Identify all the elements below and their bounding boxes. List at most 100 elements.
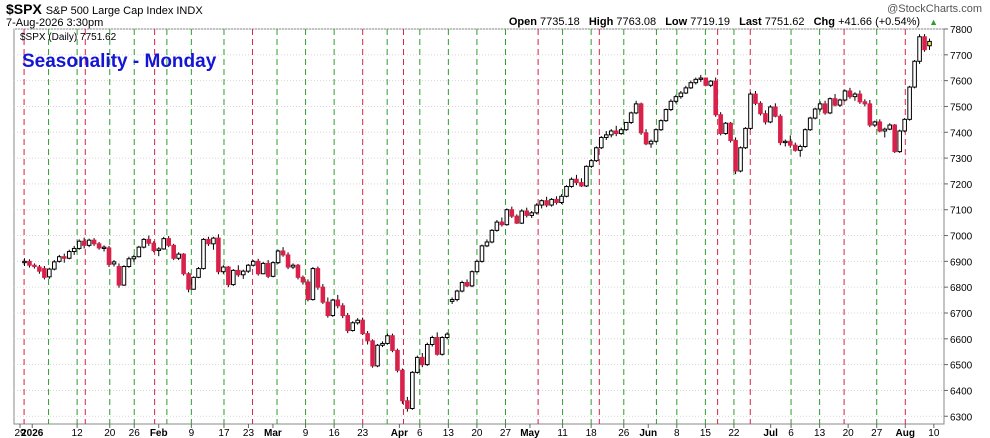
candle: [405, 396, 410, 412]
candle-body: [424, 343, 430, 366]
candle-body: [763, 113, 768, 123]
candle-body: [126, 258, 132, 268]
x-tick-label: 17: [218, 428, 230, 438]
candle-body: [91, 239, 97, 245]
candle-body: [370, 340, 375, 367]
candle-body: [897, 130, 902, 153]
y-tick-label: 7600: [950, 77, 973, 88]
y-tick-label: 7000: [950, 232, 973, 243]
candle: [768, 105, 773, 124]
candle: [584, 165, 589, 187]
candle-body: [206, 238, 211, 245]
candle-body: [569, 178, 574, 187]
candle-body: [305, 281, 311, 301]
candle: [713, 77, 718, 117]
candle: [161, 236, 167, 250]
low-label: Low: [665, 16, 688, 28]
candle-body: [42, 268, 47, 278]
candle-body: [136, 246, 142, 258]
x-tick-label: Jul: [763, 428, 778, 438]
candle: [857, 90, 863, 104]
candle-body: [613, 130, 619, 135]
candle-body: [673, 96, 679, 102]
candle: [32, 263, 37, 269]
candle: [489, 229, 495, 244]
candle-body: [917, 36, 922, 62]
candle-body: [255, 260, 261, 275]
candle: [76, 239, 82, 250]
candle-body: [479, 245, 485, 262]
candle-body: [464, 282, 470, 287]
candle: [907, 85, 912, 121]
candle: [141, 238, 147, 249]
x-tick-label: 6: [788, 428, 794, 438]
candle: [464, 279, 470, 288]
candle: [728, 121, 733, 143]
candle: [718, 112, 723, 136]
candle: [86, 238, 92, 248]
last-value: 7751.62: [764, 16, 805, 28]
candle: [310, 267, 316, 301]
candle-body: [589, 160, 594, 167]
candle-body: [57, 256, 62, 262]
candle: [733, 137, 738, 175]
candle-body: [599, 136, 604, 149]
candle-body: [250, 260, 256, 266]
candle-body: [842, 90, 848, 101]
x-tick-label: 26: [129, 428, 141, 438]
candle-body: [792, 144, 798, 151]
candle: [738, 146, 743, 173]
candle: [787, 135, 793, 148]
candle-body: [116, 266, 122, 286]
candle: [206, 236, 211, 246]
candle-body: [410, 371, 415, 410]
candle-body: [191, 276, 196, 290]
candle: [469, 270, 475, 288]
x-tick-label: 29: [14, 428, 26, 438]
candle: [61, 253, 67, 263]
symbol-header: $SPX S&P 500 Large Cap Index INDX: [6, 1, 203, 17]
candle: [922, 34, 927, 52]
candle: [698, 74, 704, 82]
candle: [201, 238, 206, 270]
candle-body: [768, 106, 773, 123]
candle: [479, 244, 485, 263]
candle: [385, 333, 390, 345]
x-tick-label: 13: [814, 428, 826, 438]
x-tick-label: 13: [443, 428, 455, 438]
x-tick-label: 27: [871, 428, 883, 438]
candle: [897, 129, 902, 153]
candle-body: [415, 356, 420, 373]
candle-body: [449, 299, 455, 302]
candle: [658, 119, 664, 131]
candle: [758, 101, 763, 116]
x-tick-label: 23: [357, 428, 369, 438]
x-tick-label: 6: [417, 428, 423, 438]
candle-body: [236, 269, 241, 276]
candle-body: [628, 112, 634, 123]
symbol: $SPX: [6, 1, 42, 17]
candle-body: [753, 93, 758, 104]
candle-body: [822, 103, 828, 114]
candle: [603, 130, 609, 141]
candle: [255, 258, 261, 276]
last-label: Last: [739, 16, 762, 28]
candle-body: [554, 198, 559, 203]
candle-body: [295, 264, 301, 278]
x-tick-label: Mar: [264, 428, 282, 438]
candle-body: [81, 240, 87, 246]
y-tick-label: 7400: [950, 128, 973, 139]
candle: [842, 89, 848, 102]
candle: [574, 174, 579, 186]
candle: [817, 101, 823, 112]
candle: [444, 332, 450, 340]
candle-body: [703, 77, 709, 86]
candle-body: [146, 238, 152, 244]
chart-legend: $SPX (Daily) 7751.62: [20, 32, 117, 43]
candle-body: [484, 241, 490, 247]
candle-body: [469, 271, 475, 287]
candle-body: [141, 238, 147, 248]
candle-body: [161, 238, 167, 250]
candle: [753, 90, 758, 106]
candle: [509, 206, 515, 218]
